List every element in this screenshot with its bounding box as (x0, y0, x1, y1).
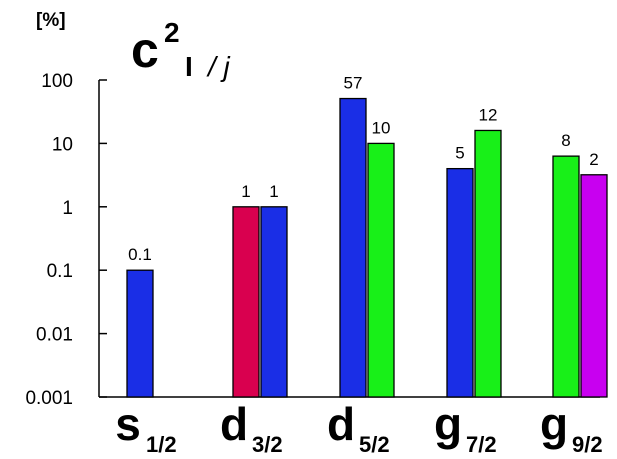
labels-layer: 0.1 1 1 57 10 5 12 82 (128, 74, 599, 265)
bar (339, 97, 367, 398)
title-sup: 2 (164, 17, 180, 48)
category-label: d (327, 398, 355, 450)
title-sub: I (185, 51, 193, 82)
y-tick-label: 0.01 (36, 325, 73, 346)
category-subscript: 7/2 (466, 432, 497, 457)
data-label: 0.1 (128, 245, 152, 264)
data-label: 5 (455, 144, 464, 163)
data-label: 10 (372, 118, 391, 137)
title-sub2: / j (206, 51, 231, 82)
y-tick-label: 1 (62, 198, 73, 219)
data-label: 2 (589, 150, 598, 169)
bar (552, 155, 580, 398)
data-label: 57 (344, 74, 363, 93)
y-tick-label: 0.1 (47, 261, 73, 282)
unit-label: [%] (36, 10, 66, 31)
category-subscript: 5/2 (359, 432, 390, 457)
title-main: c (131, 22, 159, 78)
bar (367, 142, 395, 398)
category-label: g (540, 398, 568, 450)
y-tick-label: 0.001 (25, 388, 73, 409)
data-label: 8 (561, 131, 570, 150)
bar (580, 174, 608, 398)
chart-title: c 2 I / j (131, 17, 231, 82)
data-label: 1 (241, 182, 250, 201)
category-label: s (115, 398, 141, 450)
bar (474, 129, 502, 398)
bar (446, 167, 474, 398)
axis-layer: 100 10 1 0.1 0.01 0.001 (25, 71, 600, 409)
category-label: d (220, 398, 248, 450)
category-label: g (434, 398, 462, 450)
category-subscript: 9/2 (572, 432, 603, 457)
y-tick-label: 100 (41, 71, 73, 92)
y-tick-label: 10 (52, 134, 73, 155)
category-subscript: 3/2 (252, 432, 283, 457)
categories-layer: s 1/2 d 3/2 d 5/2 g 7/2 g 9/2 (115, 398, 602, 457)
bars-layer (126, 97, 608, 398)
category-subscript: 1/2 (146, 432, 177, 457)
data-label: 1 (269, 182, 278, 201)
data-label: 12 (479, 105, 498, 124)
bar (126, 269, 154, 398)
bar (260, 206, 288, 398)
bar (232, 206, 260, 398)
